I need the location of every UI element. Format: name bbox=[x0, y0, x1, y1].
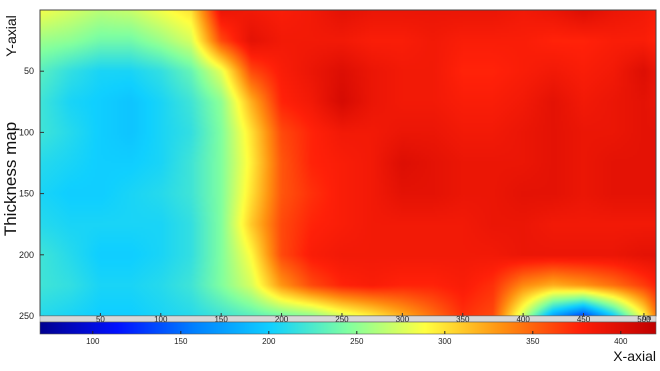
y-tick-label: 100 bbox=[19, 127, 34, 137]
y-tick-label: 200 bbox=[19, 250, 34, 260]
colorbar-unit-label: um bbox=[643, 316, 651, 322]
x-tick-label: 100 bbox=[154, 315, 168, 324]
x-tick-label: 400 bbox=[516, 315, 530, 324]
colorbar-tick-label: 350 bbox=[526, 337, 540, 346]
colorbar-tick-label: 200 bbox=[262, 337, 276, 346]
y-axis-label: Y-axial bbox=[3, 15, 19, 57]
x-tick-label: 350 bbox=[456, 315, 470, 324]
colorbar-tick-label: 400 bbox=[614, 337, 628, 346]
colorbar-tick-label: 150 bbox=[174, 337, 188, 346]
x-tick-label: 200 bbox=[275, 315, 289, 324]
colorbar-tick-label: 100 bbox=[86, 337, 100, 346]
x-tick-label: 50 bbox=[96, 315, 105, 324]
x-tick-label: 300 bbox=[396, 315, 410, 324]
x-tick-label: 500 bbox=[637, 315, 651, 324]
x-tick-label: 250 bbox=[335, 315, 349, 324]
colorbar-tick-label: 300 bbox=[438, 337, 452, 346]
colorbar-tick-label: 250 bbox=[350, 337, 364, 346]
x-tick-label: 150 bbox=[214, 315, 228, 324]
y-tick-label: 50 bbox=[24, 66, 34, 76]
x-tick-label: 450 bbox=[577, 315, 591, 324]
y-tick-label: 150 bbox=[19, 189, 34, 199]
x-axis-label: X-axial bbox=[613, 348, 656, 364]
y-tick-label: 250 bbox=[19, 311, 34, 321]
heatmap-surface bbox=[40, 10, 656, 316]
side-label: Thickness map bbox=[1, 121, 20, 237]
colorbar bbox=[39, 321, 657, 335]
